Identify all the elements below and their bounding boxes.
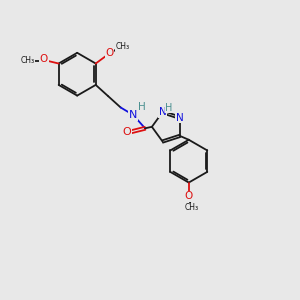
Text: O: O <box>40 54 48 64</box>
Text: N: N <box>176 113 184 123</box>
Text: CH₃: CH₃ <box>185 203 199 212</box>
Text: N: N <box>129 110 137 120</box>
Text: H: H <box>165 103 173 113</box>
Text: H: H <box>138 103 146 112</box>
Text: N: N <box>159 107 167 117</box>
Text: O: O <box>184 191 193 201</box>
Text: O: O <box>123 128 132 137</box>
Text: CH₃: CH₃ <box>20 56 34 65</box>
Text: O: O <box>105 48 113 59</box>
Text: CH₃: CH₃ <box>116 42 130 51</box>
